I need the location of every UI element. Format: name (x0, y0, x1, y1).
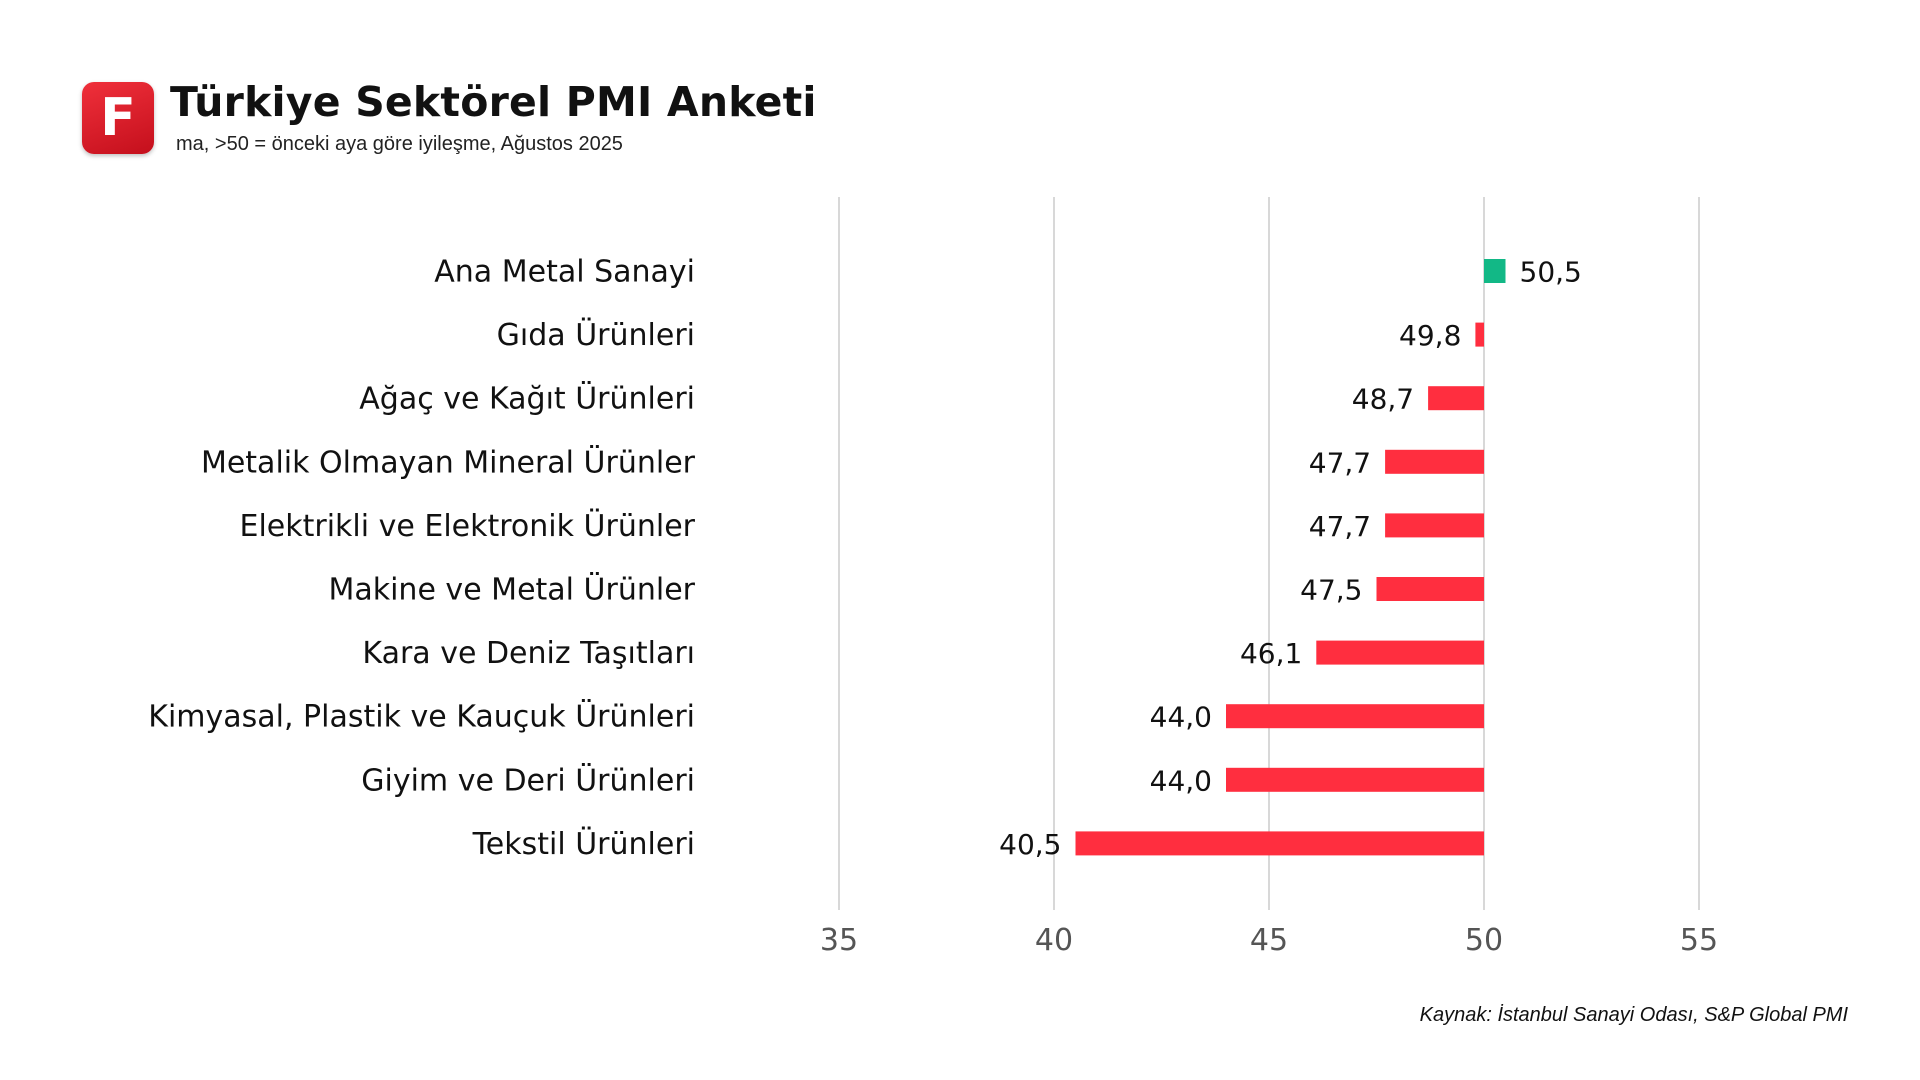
bar (1316, 640, 1484, 665)
bar (1376, 577, 1484, 601)
category-label: Ana Metal Sanayi (434, 255, 695, 290)
data-label: 44,0 (1150, 764, 1212, 797)
chart-title: Türkiye Sektörel PMI Anketi (170, 78, 817, 126)
bar (1428, 386, 1484, 411)
data-label: 47,7 (1309, 510, 1371, 543)
bar (1226, 704, 1484, 729)
data-label: 40,5 (999, 828, 1061, 861)
source-note: Kaynak: İstanbul Sanayi Odası, S&P Globa… (1419, 1004, 1848, 1026)
bar (1075, 831, 1484, 856)
category-label: Kara ve Deniz Taşıtları (362, 636, 695, 671)
data-label: 48,7 (1352, 383, 1414, 416)
bar (1475, 322, 1484, 347)
x-tick-label: 35 (820, 923, 858, 958)
brand-logo-letter: F (100, 88, 136, 148)
x-tick-label: 45 (1250, 923, 1288, 958)
data-label: 46,1 (1240, 637, 1302, 670)
bar (1484, 259, 1506, 283)
chart-subtitle: ma, >50 = önceki aya göre iyileşme, Ağus… (176, 133, 623, 155)
x-tick-label: 55 (1680, 923, 1718, 958)
data-label: 50,5 (1520, 256, 1582, 289)
data-label: 49,8 (1399, 319, 1461, 352)
data-label: 47,7 (1309, 446, 1371, 479)
category-label: Kimyasal, Plastik ve Kauçuk Ürünleri (148, 699, 695, 735)
category-label: Giyim ve Deri Ürünleri (361, 762, 695, 798)
data-label: 44,0 (1150, 701, 1212, 734)
category-label: Tekstil Ürünleri (472, 826, 695, 862)
category-label: Elektrikli ve Elektronik Ürünler (240, 508, 696, 544)
category-label: Ağaç ve Kağıt Ürünleri (359, 381, 695, 417)
bar (1385, 513, 1484, 538)
bar (1385, 449, 1484, 474)
bar (1226, 767, 1484, 792)
category-label: Metalik Olmayan Mineral Ürünler (201, 444, 696, 480)
x-tick-label: 50 (1465, 923, 1503, 958)
x-tick-label: 40 (1035, 923, 1073, 958)
category-label: Makine ve Metal Ürünler (328, 572, 695, 608)
brand-logo: F (82, 82, 154, 154)
category-label: Gıda Ürünleri (497, 317, 695, 353)
data-label: 47,5 (1300, 574, 1362, 607)
